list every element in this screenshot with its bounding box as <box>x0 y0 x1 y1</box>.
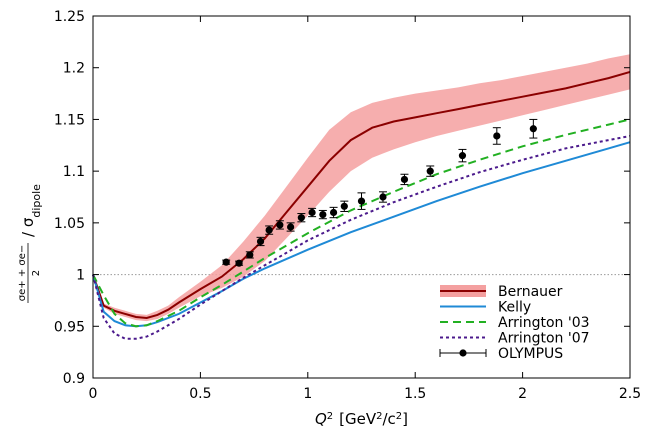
olympus-point <box>235 259 243 267</box>
y-tick-label: 1.1 <box>63 164 85 180</box>
olympus-point <box>379 193 387 201</box>
point-layer <box>222 118 538 267</box>
x-axis-label: Q2 [GeV2/c2] <box>315 410 408 428</box>
olympus-point <box>256 237 265 246</box>
olympus-point <box>222 258 230 266</box>
y-tick-label: 1 <box>76 268 85 284</box>
y-tick-label: 1.25 <box>54 9 85 25</box>
x-tick-label: 2.5 <box>619 386 641 402</box>
olympus-point <box>329 208 338 217</box>
y-tick-label: 0.9 <box>63 371 85 387</box>
x-tick-label: 1.5 <box>404 386 426 402</box>
legend-label: Kelly <box>498 300 531 316</box>
plot-frame <box>92 15 631 379</box>
x-tick-label: 0 <box>89 386 98 402</box>
legend-label: Bernauer <box>498 284 563 300</box>
series-line-arrington-07 <box>92 135 631 340</box>
line-layer <box>92 70 631 340</box>
series-line-kelly <box>92 141 631 328</box>
olympus-point <box>458 152 467 160</box>
y-axis-label-numerator: σe+ + σe− <box>17 245 28 301</box>
band-layer <box>93 54 630 322</box>
olympus-point <box>287 223 295 231</box>
x-tick-label: 0.5 <box>189 386 211 402</box>
y-tick-label: 1.05 <box>54 216 85 232</box>
series-line-bernauer <box>92 70 631 320</box>
x-tick-label: 2 <box>518 386 527 402</box>
olympus-point <box>265 226 273 234</box>
olympus-point <box>426 167 434 175</box>
olympus-point <box>246 251 254 259</box>
olympus-point <box>276 221 284 229</box>
olympus-point <box>308 208 316 217</box>
legend-label: OLYMPUS <box>498 346 563 362</box>
y-tick-label: 0.95 <box>54 319 85 335</box>
olympus-point <box>529 125 537 133</box>
olympus-point <box>493 132 501 140</box>
olympus-point <box>340 202 348 210</box>
tick-layer: 0 0.5 1 1.5 2 2.5 0.9 0.95 1 1.05 1.1 1.15 1.2 1.25 <box>54 9 641 402</box>
y-tick-label: 1.15 <box>54 112 85 128</box>
y-axis-label-denominator: 2 <box>31 270 42 276</box>
legend-swatch-olympus-point <box>459 349 467 357</box>
olympus-point <box>297 214 305 222</box>
y-tick-label: 1.2 <box>63 61 85 77</box>
olympus-point <box>400 175 409 184</box>
x-tick-label: 1 <box>303 386 312 402</box>
y-axis-label: σe+ + σe− 2 / σdipole <box>17 184 43 303</box>
olympus-point <box>319 210 327 219</box>
y-axis-label-rest: / σdipole <box>19 184 43 237</box>
legend-label: Arrington '07 <box>498 331 590 347</box>
olympus-point <box>357 197 366 205</box>
legend-label: Arrington '03 <box>498 315 590 331</box>
series-band-bernauer <box>93 54 630 322</box>
